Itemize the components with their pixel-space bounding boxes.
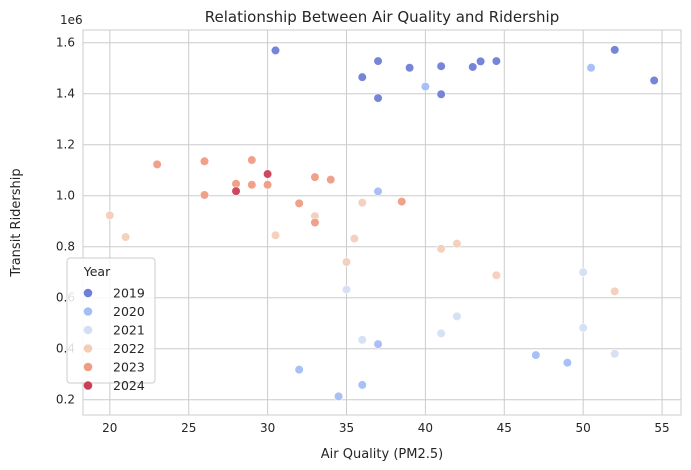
x-tick-label: 20	[102, 421, 117, 435]
data-point-2020	[373, 339, 383, 349]
legend-marker	[83, 362, 93, 372]
data-point-2019	[270, 45, 281, 55]
legend-items: 2019 2020 2021 2022 2023 2024	[83, 286, 145, 393]
x-tick-label: 35	[339, 421, 354, 435]
data-point-2019	[491, 56, 501, 66]
data-point-2019	[373, 56, 383, 66]
data-point-2021	[357, 335, 367, 345]
legend-label: 2023	[113, 360, 145, 375]
data-point-2022	[270, 230, 281, 240]
data-point-2022	[341, 257, 352, 267]
legend-label: 2020	[113, 304, 145, 319]
data-point-2023	[310, 172, 320, 182]
y-tick-label: 1.4	[56, 87, 75, 101]
grid-lines	[83, 30, 681, 415]
data-point-2019	[436, 89, 446, 99]
data-point-2020	[294, 365, 304, 375]
data-point-2021	[436, 328, 446, 339]
data-point-2020	[420, 82, 430, 92]
data-point-2023	[199, 190, 210, 200]
data-point-2019	[649, 75, 659, 86]
data-point-2023	[294, 198, 304, 208]
data-point-2022	[436, 244, 446, 254]
data-point-2023	[263, 180, 273, 190]
y-tick-label: 1.0	[56, 189, 75, 203]
x-axis-label: Air Quality (PM2.5)	[321, 447, 443, 462]
data-point-2021	[341, 284, 352, 295]
data-point-2024	[231, 186, 241, 196]
chart-title: Relationship Between Air Quality and Rid…	[205, 8, 560, 26]
data-point-2021	[610, 349, 620, 359]
plot-area	[83, 30, 681, 415]
legend: Year 2019 2020 2021 2022 2023 2024	[66, 257, 156, 393]
legend-title: Year	[83, 264, 111, 279]
y-tick-label: 0.2	[56, 393, 75, 407]
legend-marker	[83, 307, 93, 316]
plot-frame	[82, 29, 682, 416]
data-point-2024	[263, 169, 273, 179]
data-point-2021	[452, 311, 462, 321]
data-point-2021	[578, 267, 588, 277]
legend-label: 2024	[113, 378, 145, 393]
y-offset-label: 1e6	[60, 13, 83, 27]
data-point-2023	[326, 175, 336, 185]
y-axis-label: Transit Ridership	[9, 168, 24, 277]
legend-label: 2021	[113, 323, 145, 338]
data-point-2019	[373, 93, 383, 103]
x-tick-label: 25	[181, 421, 196, 435]
x-tick-label: 40	[418, 421, 433, 435]
data-point-2022	[610, 286, 620, 296]
data-point-2020	[357, 380, 367, 390]
data-point-2019	[468, 62, 478, 72]
data-point-2019	[476, 56, 486, 66]
data-point-2023	[247, 180, 257, 190]
data-point-2020	[586, 63, 596, 73]
data-point-2023	[152, 159, 162, 169]
x-tick-label: 30	[260, 421, 275, 435]
data-point-2020	[373, 186, 383, 196]
data-points	[105, 45, 659, 401]
y-tick-label: 0.8	[56, 240, 75, 254]
data-point-2023	[199, 156, 210, 166]
y-tick-labels: 0.20.40.60.81.01.21.41.6	[56, 36, 75, 407]
data-point-2019	[610, 45, 620, 55]
legend-marker	[83, 381, 93, 390]
x-tick-label: 45	[497, 421, 512, 435]
data-point-2023	[397, 196, 407, 207]
y-tick-label: 1.2	[56, 138, 75, 152]
data-point-2022	[357, 198, 367, 208]
data-point-2019	[436, 61, 446, 71]
data-point-2022	[452, 239, 462, 249]
legend-label: 2022	[113, 341, 145, 356]
data-point-2019	[405, 63, 415, 73]
x-tick-label: 55	[654, 421, 669, 435]
legend-marker	[83, 325, 93, 335]
legend-marker	[83, 288, 93, 298]
data-point-2023	[247, 155, 257, 165]
legend-marker	[83, 344, 93, 353]
data-point-2022	[491, 270, 501, 280]
data-point-2022	[105, 210, 115, 220]
legend-label: 2019	[113, 286, 145, 301]
x-tick-labels: 20 25 30 35 40 45 50 55	[102, 421, 670, 435]
data-point-2020	[562, 358, 572, 368]
data-point-2022	[349, 233, 359, 244]
data-point-2022	[121, 232, 131, 242]
data-point-2021	[578, 323, 588, 333]
y-tick-label: 1.6	[56, 36, 75, 50]
data-point-2020	[334, 391, 344, 401]
data-point-2020	[531, 350, 541, 360]
x-tick-label: 50	[576, 421, 591, 435]
data-point-2023	[310, 217, 320, 228]
data-point-2019	[357, 72, 367, 82]
